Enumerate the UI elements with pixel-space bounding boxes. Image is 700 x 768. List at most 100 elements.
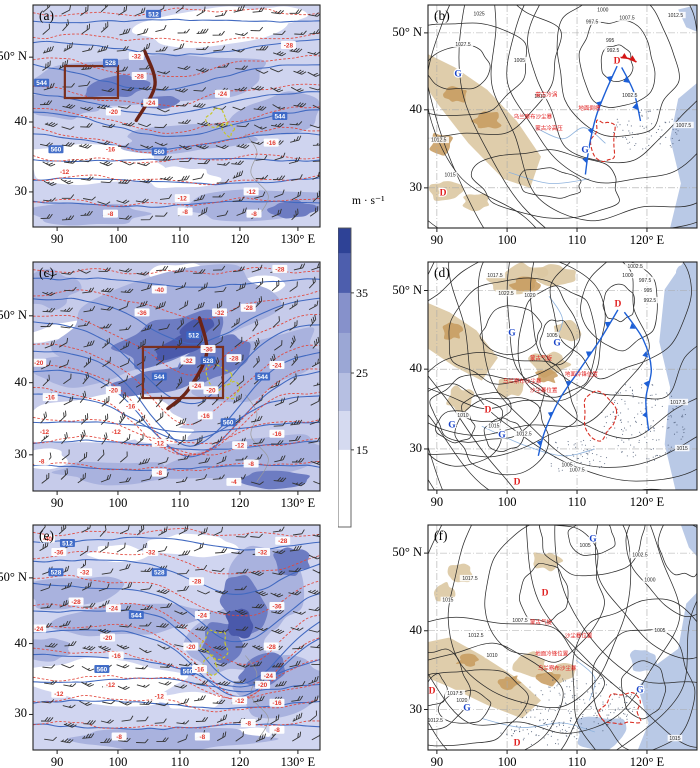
isobar-label-text: 995 (644, 288, 653, 294)
contour-label-text: -12 (40, 429, 50, 436)
x-axis-tick-label: 110 (567, 495, 587, 509)
temp-contour-label: -20 (105, 107, 121, 116)
temp-contour-label: -32 (255, 548, 271, 556)
height-contour-label: 560 (94, 665, 110, 673)
height-contour-label: 528 (200, 356, 216, 365)
contour-label-text: 560 (154, 149, 165, 156)
isobar-label: 1005 (559, 461, 575, 469)
isobar-label-text: 997.5 (639, 278, 652, 284)
contour-label-text: 528 (51, 570, 62, 577)
temp-contour-label: -36 (51, 548, 67, 556)
y-axis-tick-label: 40 (409, 361, 423, 376)
contour-label-text: -32 (80, 570, 90, 577)
temp-contour-label: -40 (151, 285, 167, 294)
temp-contour-label: -28 (280, 40, 296, 49)
isobar-label-text: 1017.5 (670, 400, 686, 406)
y-axis-tick-label: 30 (409, 701, 423, 716)
colorbar-segment (338, 410, 351, 451)
isobar-label: 1012.5 (665, 11, 686, 19)
y-axis-tick-label: 40 (14, 374, 28, 389)
y-axis-tick-label: 50° N (392, 545, 422, 560)
isobar-label-text: 1022.5 (498, 291, 514, 297)
isobar-label: 1002.5 (619, 91, 640, 99)
height-contour-label: 512 (186, 331, 202, 340)
x-axis-tick-label: 110 (170, 232, 190, 246)
y-axis-tick-label: 30 (14, 183, 28, 198)
y-axis-tick-label: 50° N (392, 24, 422, 39)
dust-area-outline (205, 362, 233, 393)
height-contour-label: 560 (180, 667, 196, 676)
colorbar-segment (338, 292, 351, 334)
annotation-text: 蒙古冷高压 (535, 124, 563, 132)
temp-contour-label: -32 (77, 568, 93, 577)
contour-label-text: -20 (186, 644, 196, 651)
contour-label-text: 512 (188, 333, 199, 340)
isobar-label: 1015 (674, 444, 690, 452)
wind-speed-shading-layer (33, 533, 320, 750)
x-axis-tick-label: 100 (497, 495, 517, 509)
contour-label-text: -16 (272, 431, 282, 438)
isobar-label-text: 1012.5 (428, 718, 444, 724)
isobar-label: 1012.5 (465, 631, 487, 639)
contour-label-text: 544 (274, 113, 285, 120)
contour-label-text: -20 (103, 635, 113, 642)
height-contour-label: 544 (272, 112, 288, 120)
terrain-shading (428, 552, 576, 719)
temp-contour-label: -12 (102, 680, 118, 689)
pressure-center-marker: G (463, 704, 471, 714)
temp-contour-label: -12 (151, 438, 167, 447)
isobar-label-text: 1007.5 (676, 123, 692, 129)
temp-contour-label: -24 (189, 381, 205, 390)
pressure-center-marker: D (614, 300, 621, 310)
temp-contour-label: -8 (246, 209, 262, 218)
temp-contour-label: -24 (33, 624, 47, 633)
pressure-center-marker: D (614, 57, 621, 67)
temp-contour-label: -12 (151, 692, 167, 700)
x-axis-tick-label: 120° E (629, 233, 665, 247)
isobar-label: 1002.5 (624, 262, 646, 270)
contour-label-text: -28 (71, 599, 81, 606)
temp-contour-label: -16 (263, 138, 279, 147)
contour-label-text: -24 (146, 100, 156, 107)
pressure-center-marker: G (448, 421, 456, 431)
temp-contour-label: -8 (194, 732, 210, 741)
contour-label-text: 528 (105, 60, 116, 67)
isobar-label: 995 (642, 286, 654, 294)
contour-label-text: 544 (131, 612, 142, 619)
river-line (575, 659, 596, 701)
panel-label-a: (a) (39, 8, 54, 23)
isobar-label-text: 1012.5 (516, 432, 532, 438)
temp-contour-label: -28 (240, 303, 256, 312)
contour-label-text: 560 (51, 147, 62, 154)
panel-c-500hpa-map: 512 528 544 544 560 -28 -40 -36 -32 -28 -36 -32 -28 -… (29, 261, 321, 495)
isobar-label: 1010 (455, 411, 471, 419)
dust-area-outline (201, 654, 219, 677)
x-axis-tick-label: 100 (108, 232, 128, 246)
contour-label-text: -36 (272, 603, 282, 610)
colorbar-segment (338, 228, 351, 254)
isobar-label-text: 1025 (474, 12, 485, 18)
isobar-label-text: 1015 (669, 736, 680, 742)
y-axis-tick-label: 30 (14, 446, 28, 461)
contour-label-text: -28 (192, 579, 202, 586)
stipple-region (613, 109, 681, 150)
contour-label-text: -28 (229, 356, 239, 363)
annotation-text: 蒙古冷涡 (535, 90, 558, 98)
river-line (481, 425, 595, 457)
temp-contour-label: -8 (177, 207, 193, 216)
isobar-label: 1005 (577, 541, 593, 549)
red-dashed-dust-outline (583, 390, 618, 442)
red-dashed-dust-outline (590, 119, 616, 163)
pressure-center-marker: G (508, 328, 516, 338)
isobar-label: 1020 (454, 696, 470, 704)
contour-label-text: -12 (54, 691, 64, 698)
x-axis-tick-label: 100 (108, 496, 128, 510)
river-line (535, 127, 606, 144)
temp-contour-label: -16 (269, 429, 285, 438)
panel-label-c: (c) (39, 265, 54, 280)
isobar-label: 1010 (484, 651, 500, 659)
contour-label-text: -20 (109, 388, 119, 395)
isobar-label-text: 1007.5 (569, 468, 585, 474)
panel-border (32, 261, 321, 492)
temp-contour-label: -40 (39, 534, 55, 543)
